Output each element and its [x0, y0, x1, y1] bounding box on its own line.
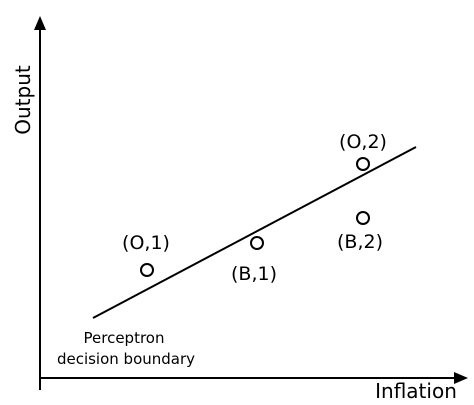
point-o1-marker — [140, 263, 154, 277]
point-o2-label: (O,2) — [339, 131, 387, 153]
point-b1-marker — [250, 236, 264, 250]
x-axis-label: Inflation — [375, 379, 457, 403]
boundary-label-line1: Perceptron — [84, 329, 165, 347]
point-o2-marker — [356, 157, 370, 171]
point-b2-marker — [356, 211, 370, 225]
y-axis-arrowhead — [34, 16, 46, 30]
decision-boundary-line — [92, 146, 417, 319]
x-axis-arrowhead — [454, 372, 468, 384]
point-b2-label: (B,2) — [337, 231, 383, 253]
point-b1-label: (B,1) — [231, 263, 277, 285]
y-axis-label: Output — [11, 65, 35, 135]
point-o1-label: (O,1) — [122, 232, 170, 254]
boundary-label-line2: decision boundary — [57, 350, 195, 368]
